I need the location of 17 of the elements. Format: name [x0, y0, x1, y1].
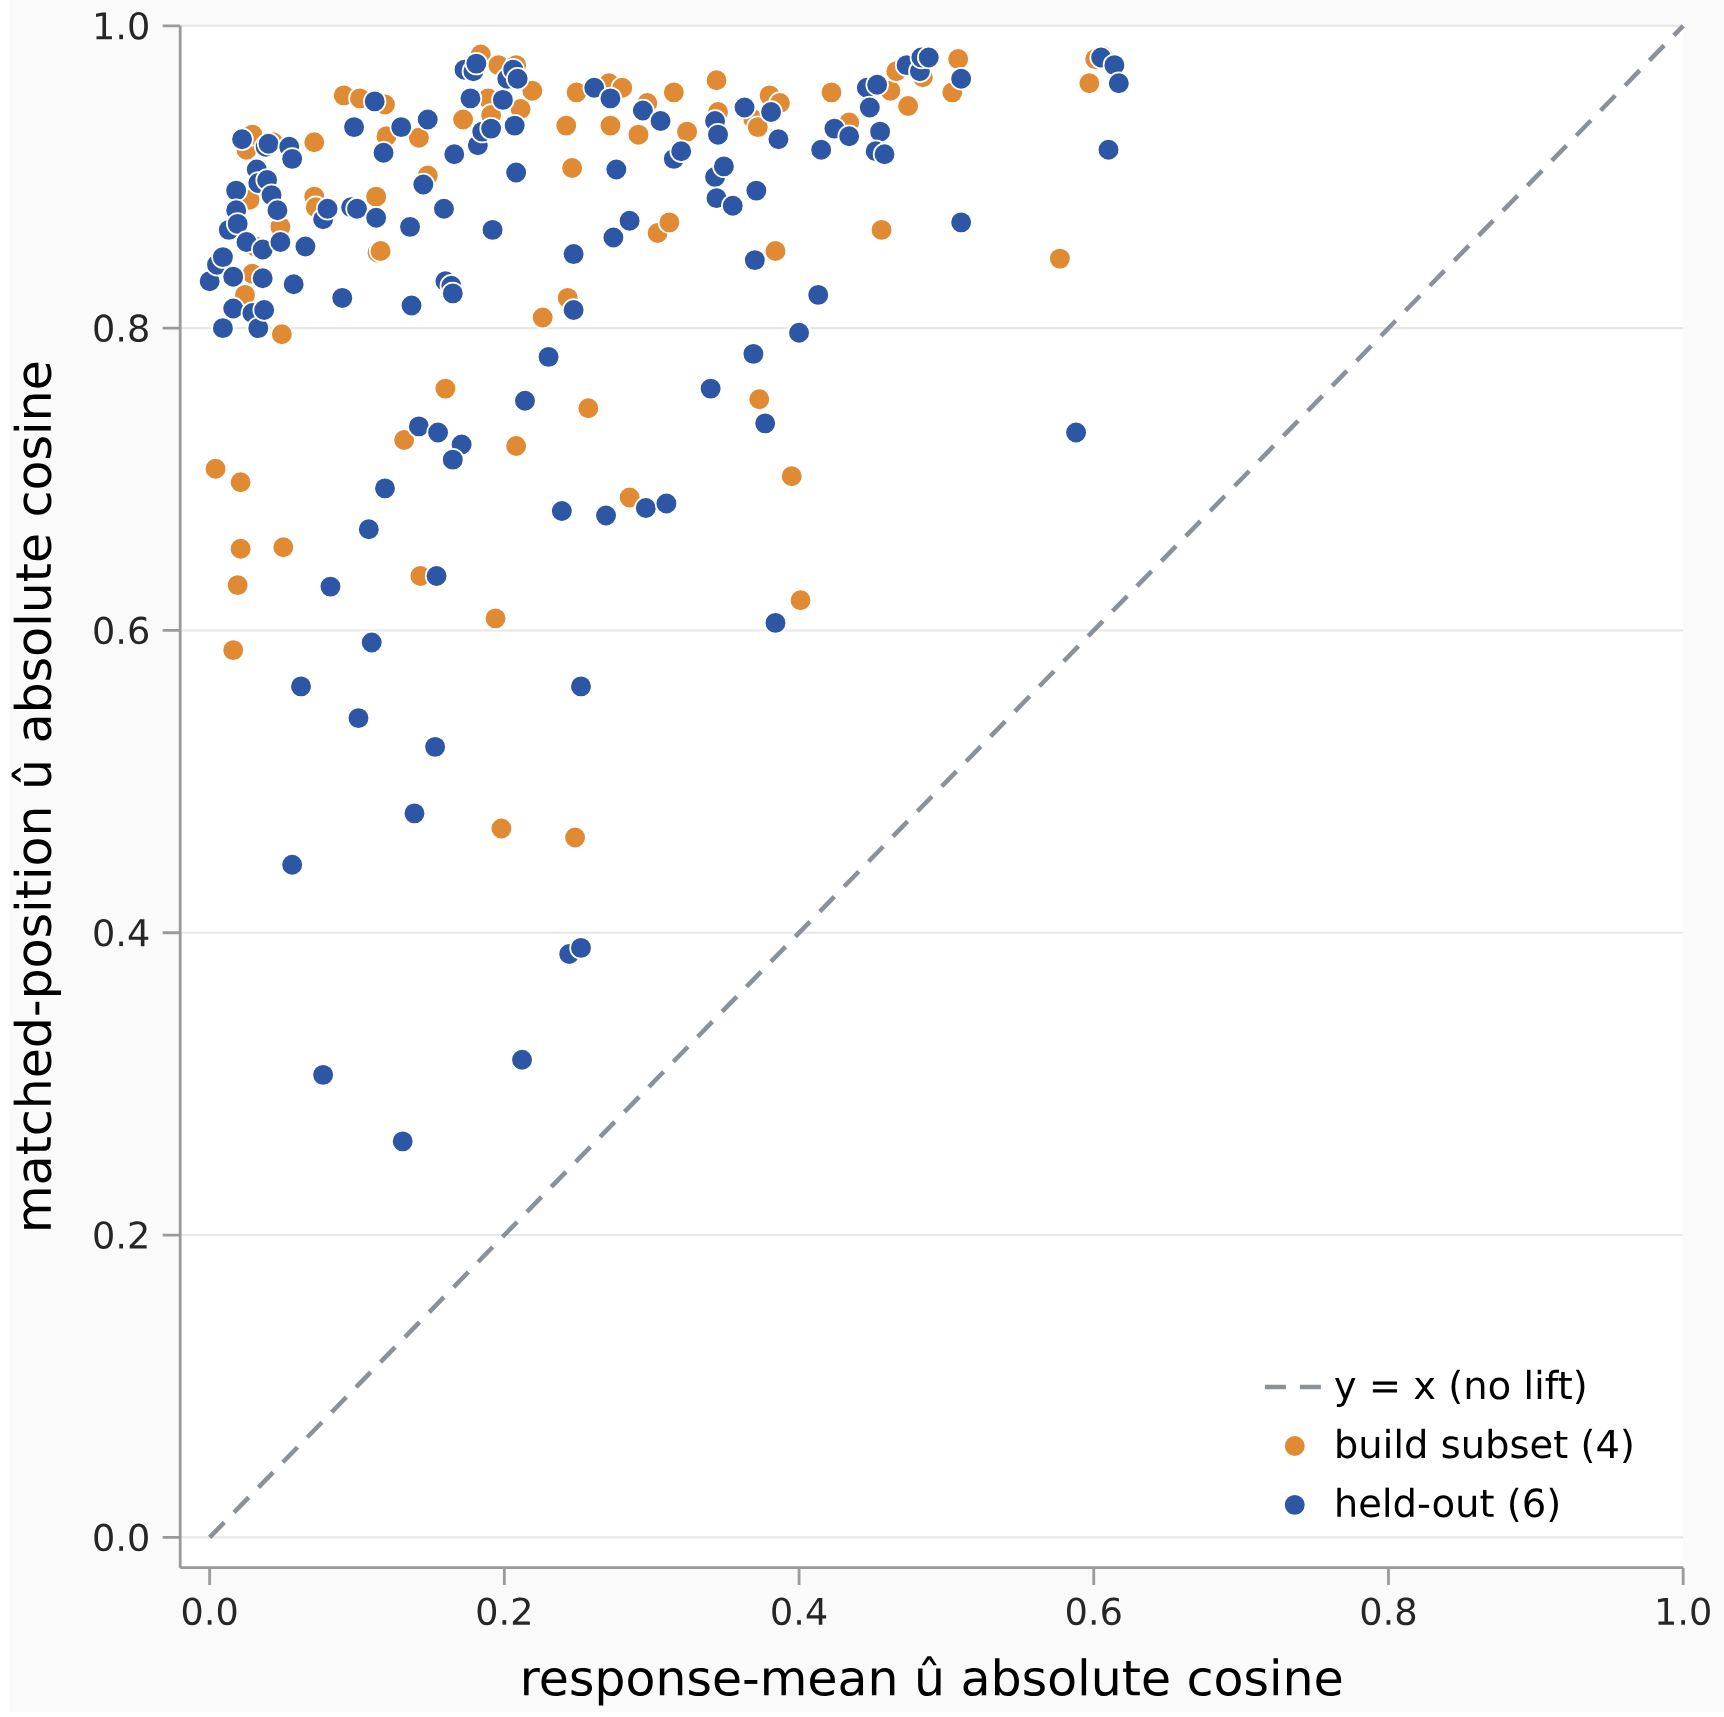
y-axis-title: matched-position û absolute cosine [11, 362, 61, 1229]
legend-label: y = x (no lift) [1335, 1369, 1585, 1407]
y-tick-label: 0.2 [94, 1221, 147, 1249]
y-tick-label: 1.0 [95, 11, 148, 40]
y-tick-label: 0.0 [94, 1523, 148, 1552]
x-tick-label: 1.0 [1657, 1597, 1710, 1626]
y-tick-label: 0.6 [94, 616, 148, 645]
x-tick-label: 0.8 [1361, 1597, 1416, 1626]
legend-label: held-out (6) [1337, 1487, 1558, 1522]
x-tick-label: 0.6 [1066, 1597, 1121, 1626]
x-tick-label: 0.2 [477, 1597, 530, 1626]
y-tick-label: 0.4 [94, 918, 149, 947]
legend-label: build subset (4) [1337, 1428, 1632, 1463]
x-tick-label: 0.4 [772, 1597, 827, 1626]
x-tick-label: 0.0 [182, 1597, 237, 1626]
y-tick-label: 0.8 [94, 314, 148, 342]
x-axis-title: response-mean û absolute cosine [524, 1656, 1342, 1706]
